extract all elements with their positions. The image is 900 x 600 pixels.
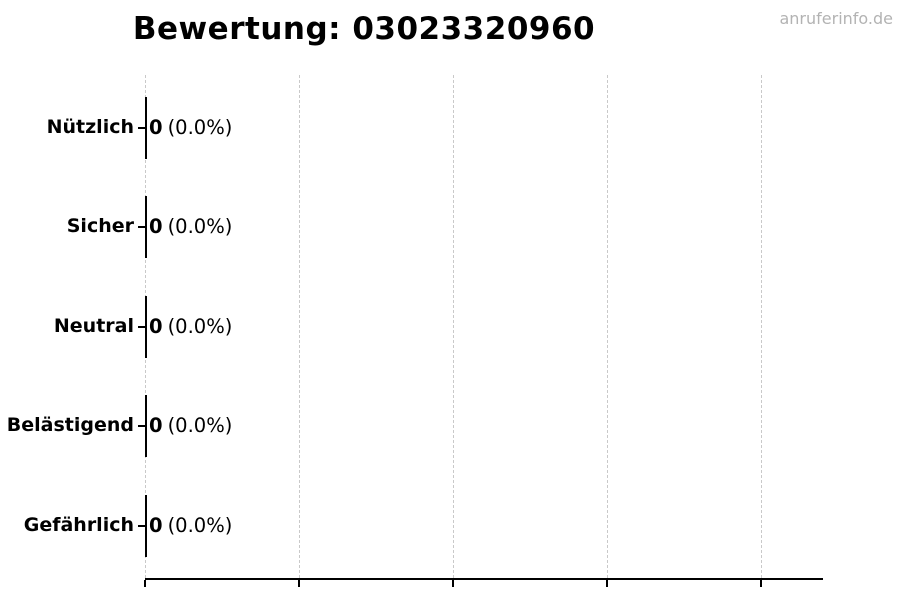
gridline: [761, 75, 762, 578]
value-label: 0 (0.0%): [149, 116, 232, 139]
category-label: Gefährlich: [23, 514, 134, 537]
value-count: 0: [149, 214, 163, 238]
value-percent: (0.0%): [167, 513, 233, 537]
value-percent: (0.0%): [167, 115, 233, 139]
value-count: 0: [149, 413, 163, 437]
value-count: 0: [149, 115, 163, 139]
y-axis-tick: [138, 525, 145, 527]
y-axis-tick: [138, 226, 145, 228]
zero-width-bar: [145, 296, 147, 358]
value-label: 0 (0.0%): [149, 315, 232, 338]
zero-width-bar: [145, 97, 147, 159]
value-label: 0 (0.0%): [149, 514, 232, 537]
category-label: Belästigend: [6, 414, 134, 437]
value-percent: (0.0%): [167, 413, 233, 437]
y-axis-tick: [138, 326, 145, 328]
value-label: 0 (0.0%): [149, 215, 232, 238]
zero-width-bar: [145, 495, 147, 557]
watermark-text: anruferinfo.de: [779, 9, 893, 28]
x-axis-tick: [760, 580, 762, 587]
category-label: Neutral: [53, 315, 134, 338]
gridline: [607, 75, 608, 578]
value-count: 0: [149, 513, 163, 537]
y-axis-tick: [138, 425, 145, 427]
x-axis-tick: [144, 580, 146, 587]
x-axis-tick: [298, 580, 300, 587]
gridline: [299, 75, 300, 578]
value-percent: (0.0%): [167, 314, 233, 338]
category-label: Sicher: [66, 215, 134, 238]
value-percent: (0.0%): [167, 214, 233, 238]
value-count: 0: [149, 314, 163, 338]
zero-width-bar: [145, 196, 147, 258]
x-axis-tick: [452, 580, 454, 587]
value-label: 0 (0.0%): [149, 414, 232, 437]
plot-area: [144, 75, 823, 587]
gridline: [453, 75, 454, 578]
zero-width-bar: [145, 395, 147, 457]
chart-title: Bewertung: 03023320960: [132, 11, 596, 47]
x-axis-tick: [606, 580, 608, 587]
y-axis-tick: [138, 127, 145, 129]
category-label: Nützlich: [46, 116, 134, 139]
